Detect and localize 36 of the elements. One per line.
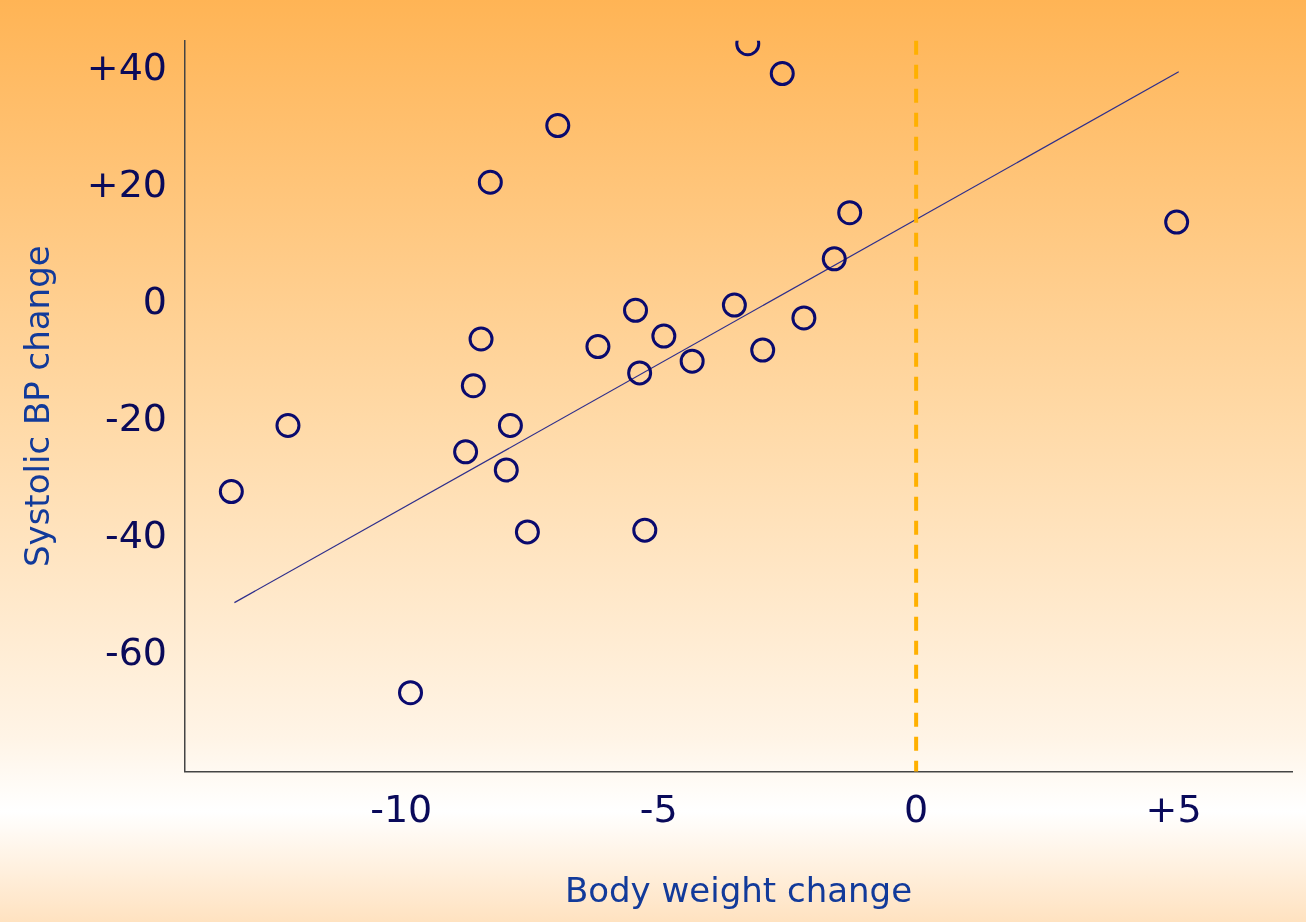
point — [585, 334, 611, 360]
point — [791, 305, 817, 331]
point — [468, 326, 494, 352]
point — [627, 360, 653, 386]
y-tick-label: +40 — [86, 44, 167, 89]
point — [545, 113, 571, 139]
point — [679, 348, 705, 374]
point — [632, 517, 658, 543]
x-tick-label: 0 — [904, 787, 929, 832]
y-tick-label: 0 — [142, 278, 167, 323]
x-axis-title: Body weight change — [564, 870, 913, 911]
point — [398, 680, 424, 706]
y-tick-label: -60 — [104, 629, 167, 674]
point — [497, 412, 523, 438]
x-tick-label: +5 — [1145, 787, 1202, 832]
y-tick-label: -40 — [104, 512, 167, 557]
point — [821, 246, 847, 272]
x-tick-label: -10 — [370, 787, 433, 832]
point — [460, 373, 486, 399]
point — [493, 457, 519, 483]
y-axis-title: Systolic BP change — [17, 245, 58, 568]
point — [769, 61, 795, 87]
point — [275, 412, 301, 438]
point — [623, 297, 649, 323]
point — [750, 337, 776, 363]
point — [218, 479, 244, 505]
y-tick-label: -20 — [104, 395, 167, 440]
point — [721, 292, 747, 318]
point — [453, 439, 479, 465]
point — [651, 323, 677, 349]
point — [837, 200, 863, 226]
point — [514, 519, 540, 545]
y-tick-label: +20 — [86, 161, 167, 206]
point — [477, 169, 503, 195]
point — [1164, 209, 1190, 235]
x-tick-label: -5 — [639, 787, 678, 832]
